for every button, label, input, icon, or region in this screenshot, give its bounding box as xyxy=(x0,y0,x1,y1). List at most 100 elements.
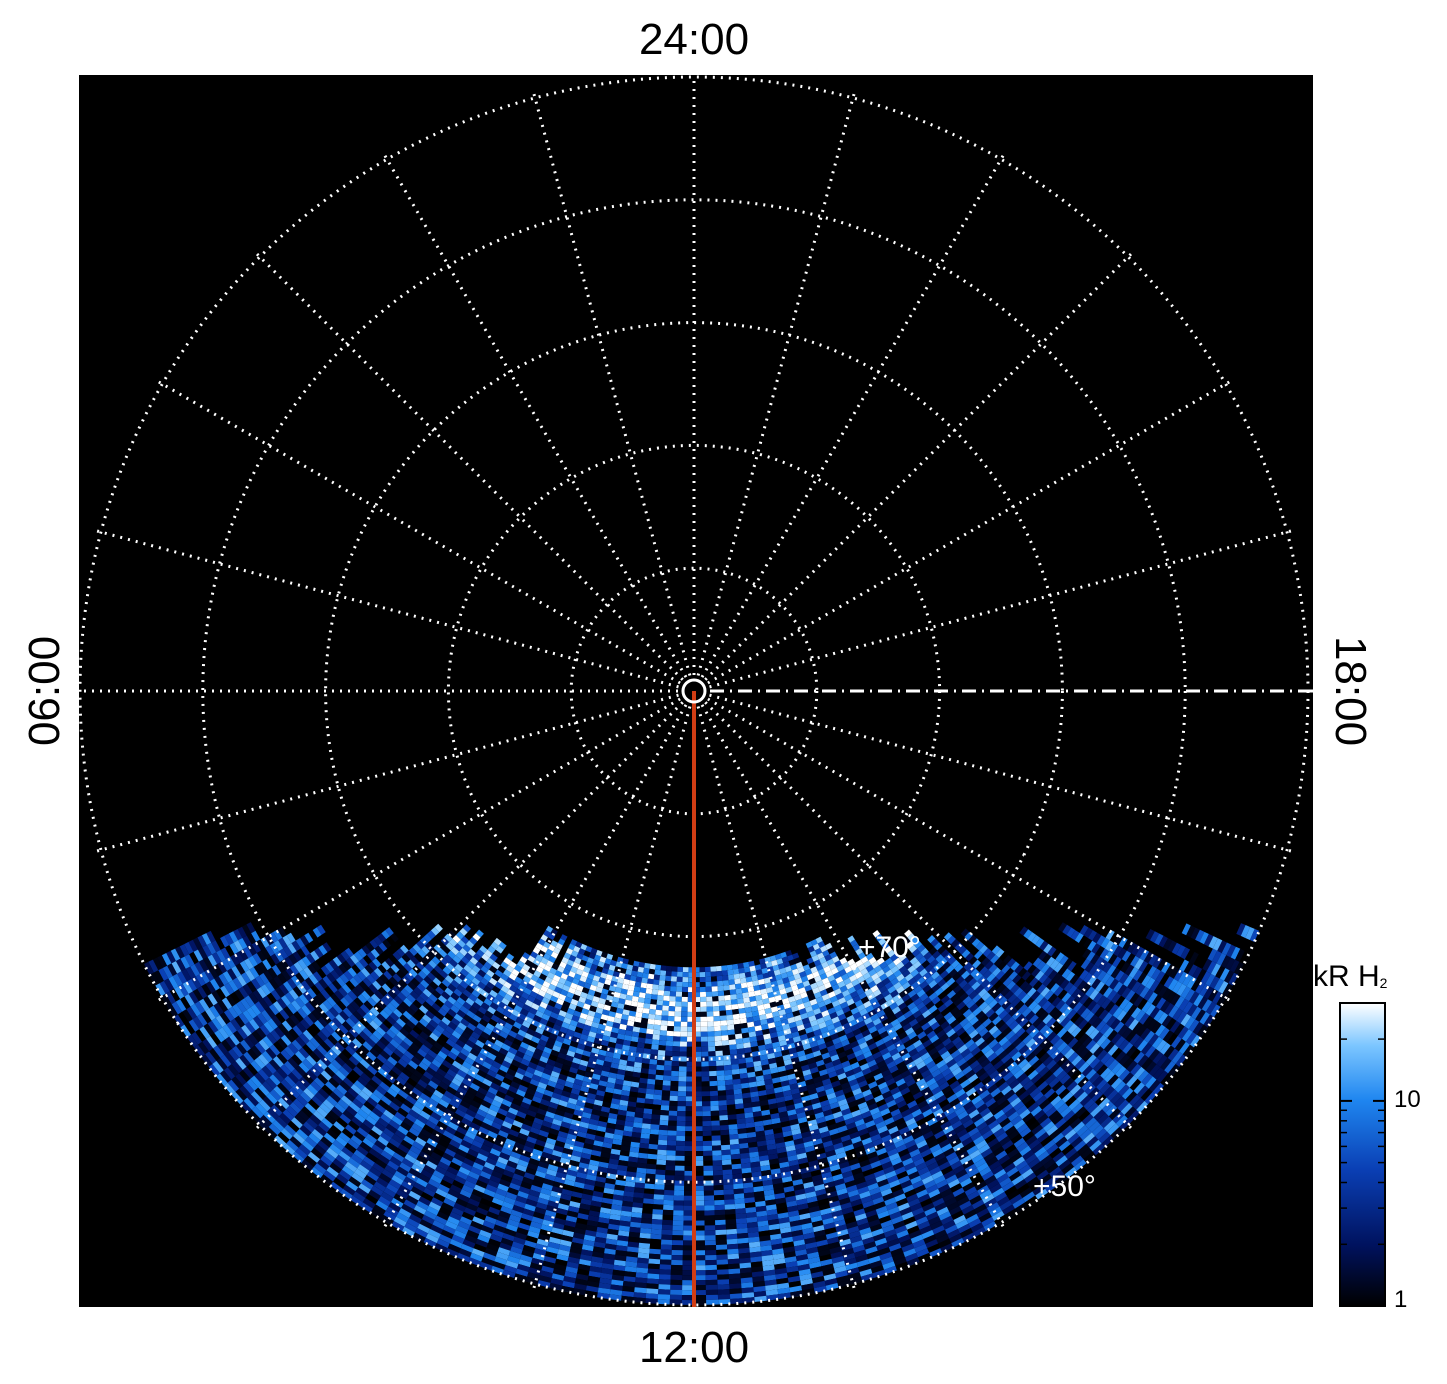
emission-cell xyxy=(438,1234,452,1244)
emission-cell xyxy=(482,1078,493,1087)
emission-cell xyxy=(562,1116,572,1124)
emission-cell xyxy=(556,1135,567,1143)
emission-cell xyxy=(450,946,460,956)
emission-cell xyxy=(362,1137,375,1149)
emission-cell xyxy=(312,971,323,982)
emission-cell xyxy=(735,983,742,990)
emission-cell xyxy=(458,1035,469,1044)
emission-cell xyxy=(597,1054,606,1061)
emission-cell xyxy=(610,959,617,967)
emission-cell xyxy=(477,969,487,978)
emission-cell xyxy=(366,1097,378,1108)
emission-cell xyxy=(708,1066,717,1072)
emission-cell xyxy=(733,973,740,980)
emission-cell xyxy=(640,1138,650,1144)
emission-cell xyxy=(219,1070,232,1083)
emission-cell xyxy=(529,1126,541,1135)
emission-cell xyxy=(197,947,208,960)
emission-cell xyxy=(545,1137,557,1146)
emission-cell xyxy=(667,1015,675,1022)
emission-cell xyxy=(287,978,297,990)
emission-cell xyxy=(369,1006,380,1017)
emission-cell xyxy=(315,1006,326,1017)
emission-cell xyxy=(712,1006,720,1012)
emission-cell xyxy=(238,938,248,950)
emission-cell xyxy=(292,1132,306,1144)
emission-cell xyxy=(198,998,210,1011)
emission-cell xyxy=(705,986,712,992)
emission-cell xyxy=(437,1161,450,1171)
emission-cell xyxy=(638,1152,648,1159)
emission-cell xyxy=(597,961,605,968)
emission-cell xyxy=(457,1193,470,1203)
emission-cell xyxy=(550,1011,559,1020)
emission-cell xyxy=(472,953,482,962)
emission-cell xyxy=(667,1020,675,1027)
emission-cell xyxy=(717,1284,730,1290)
emission-cell xyxy=(700,1006,707,1012)
emission-cell xyxy=(517,972,526,980)
emission-cell xyxy=(395,1148,408,1158)
emission-cell xyxy=(716,970,723,977)
emission-cell xyxy=(399,1001,410,1011)
emission-cell xyxy=(559,1069,570,1077)
emission-cell xyxy=(524,1203,536,1212)
emission-cell xyxy=(510,1124,522,1133)
emission-cell xyxy=(187,979,198,992)
emission-cell xyxy=(383,1187,396,1198)
emission-cell xyxy=(260,984,271,996)
emission-cell xyxy=(468,1006,478,1015)
emission-cell xyxy=(406,1007,416,1017)
emission-cell xyxy=(537,1081,548,1090)
emission-cell xyxy=(578,948,586,955)
emission-cell xyxy=(357,1164,370,1175)
emission-cell xyxy=(716,1254,728,1260)
emission-cell xyxy=(736,1118,746,1125)
emission-cell xyxy=(670,981,677,987)
emission-cell xyxy=(465,1039,476,1049)
emission-cell xyxy=(535,1065,545,1073)
emission-cell xyxy=(602,1035,611,1042)
emission-cell xyxy=(543,1046,553,1055)
emission-cell xyxy=(550,1190,562,1199)
emission-cell xyxy=(396,1189,409,1200)
emission-cell xyxy=(727,1243,739,1250)
emission-cell xyxy=(487,1108,498,1117)
emission-cell xyxy=(403,1050,415,1061)
emission-cell xyxy=(719,1309,732,1315)
emission-cell xyxy=(496,1069,507,1078)
emission-cell xyxy=(497,1130,509,1139)
emission-cell xyxy=(719,1015,727,1021)
emission-cell xyxy=(254,1087,267,1100)
emission-cell xyxy=(484,1056,495,1066)
emission-cell xyxy=(443,954,453,963)
emission-cell xyxy=(735,1108,745,1115)
emission-cell xyxy=(149,972,160,986)
emission-cell xyxy=(671,1264,683,1271)
emission-cell xyxy=(594,1063,604,1071)
emission-cell xyxy=(485,1157,498,1166)
emission-cell xyxy=(238,986,249,999)
emission-cell xyxy=(560,934,568,941)
emission-cell xyxy=(356,1062,367,1073)
emission-cell xyxy=(702,1096,711,1102)
emission-cell xyxy=(195,974,206,987)
emission-cell xyxy=(448,971,457,980)
emission-cell xyxy=(464,1180,476,1189)
emission-cell xyxy=(530,1100,541,1109)
emission-cell xyxy=(433,1107,445,1117)
emission-cell xyxy=(470,1252,483,1262)
emission-cell xyxy=(294,997,305,1008)
emission-cell xyxy=(653,1029,661,1036)
emission-cell xyxy=(680,1031,688,1037)
emission-cell xyxy=(498,1210,511,1219)
emission-cell xyxy=(435,1085,447,1095)
emission-cell xyxy=(723,990,731,996)
emission-cell xyxy=(479,1229,492,1239)
emission-cell xyxy=(388,954,398,964)
emission-cell xyxy=(436,1037,446,1047)
emission-cell xyxy=(648,1064,657,1070)
emission-cell xyxy=(532,1095,542,1104)
emission-cell xyxy=(375,1026,386,1037)
emission-cell xyxy=(260,1115,273,1127)
